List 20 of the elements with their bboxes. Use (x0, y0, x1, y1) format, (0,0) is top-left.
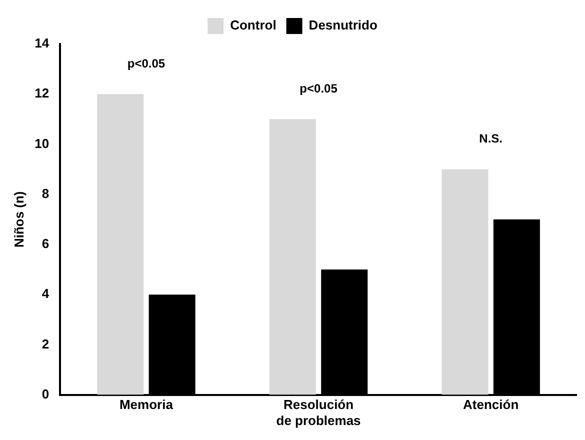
bar (442, 169, 488, 395)
x-tick-label: Atención (463, 397, 519, 412)
annotation: p<0.05 (300, 81, 338, 96)
y-tick-label: 12 (34, 86, 50, 101)
bar (269, 119, 316, 395)
y-axis-title: Niños (n) (11, 191, 26, 248)
y-tick-label: 2 (42, 336, 50, 352)
y-tick-label: 10 (34, 136, 50, 151)
x-tick-label: Memoria (119, 397, 174, 412)
annotation: N.S. (479, 132, 503, 146)
y-tick-label: 0 (42, 386, 50, 402)
y-tick-label: 6 (42, 236, 50, 252)
y-tick-label: 14 (34, 36, 50, 51)
annotation: p<0.05 (127, 56, 166, 70)
y-tick-label: 8 (42, 186, 50, 201)
x-tick-label: Resolución de problemas (276, 397, 361, 428)
y-tick-label: 4 (42, 286, 50, 302)
bar (97, 94, 144, 395)
legend-label: Control (230, 18, 276, 33)
legend-label: Desnutrido (308, 18, 378, 33)
